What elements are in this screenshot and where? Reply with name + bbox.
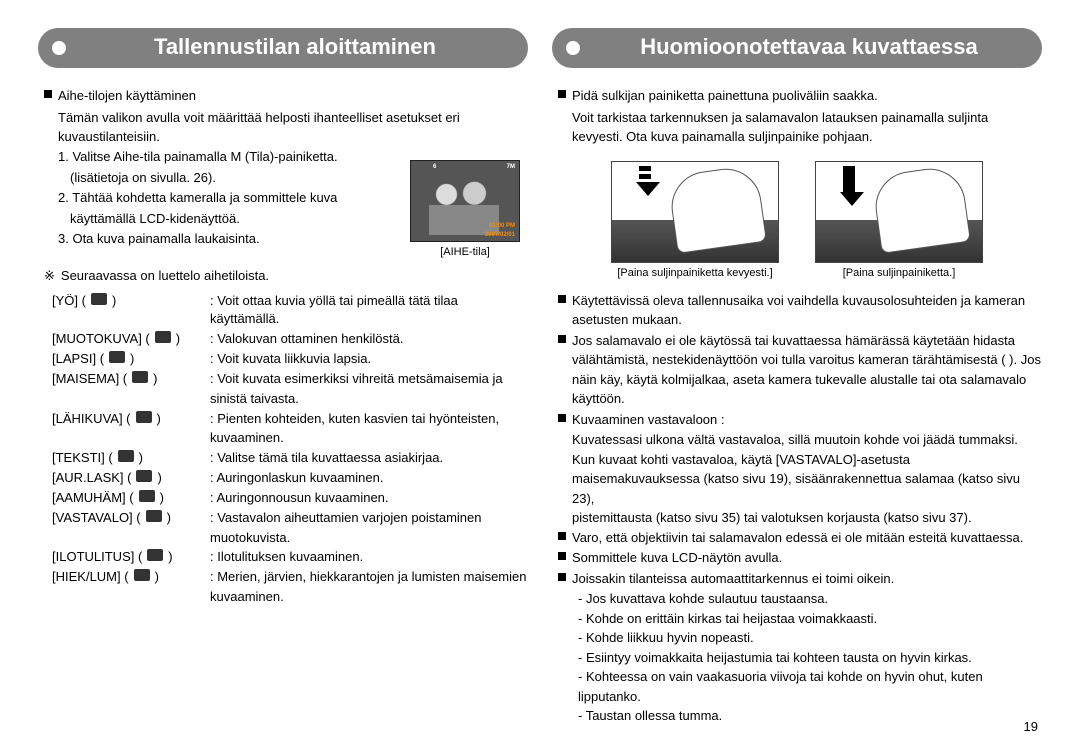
scene-desc: : Merien, järvien, hiekkarantojen ja lum… (210, 568, 528, 587)
scene-mode-icon (109, 351, 125, 363)
scene-desc: : Voit kuvata esimerkiksi vihreitä metsä… (210, 370, 528, 389)
scene-label: [MUOTOKUVA] ( ) (52, 330, 210, 349)
backlight-line-0: Kuvatessasi ulkona vältä vastavaloa, sil… (558, 430, 1042, 450)
scene-row: sinistä taivasta. (52, 390, 528, 409)
af-sub-2: - Kohde liikkuu hyvin nopeasti. (558, 628, 1042, 648)
scene-row: muotokuvista. (52, 529, 528, 548)
lcd-caption: [AIHE-tila] (410, 246, 520, 258)
scene-row: [YÖ] ( ): Voit ottaa kuvia yöllä tai pim… (52, 292, 528, 330)
scene-desc: : Auringonlaskun kuvaaminen. (210, 469, 528, 488)
af-sub-5: - Taustan ollessa tumma. (558, 706, 1042, 726)
scene-desc: : Voit ottaa kuvia yöllä tai pimeällä tä… (210, 292, 528, 330)
scene-mode-icon (136, 470, 152, 482)
af-sub-0: - Jos kuvattava kohde sulautuu taustaans… (558, 589, 1042, 609)
r-bullet-2: Kuvaaminen vastavaloon : (572, 410, 724, 430)
intro-bullet-text: Aihe-tilojen käyttäminen (58, 86, 196, 106)
top-text: Voit tarkistaa tarkennuksen ja salamaval… (558, 108, 1042, 147)
scene-desc: : Vastavalon aiheuttamien varjojen poist… (210, 509, 528, 528)
scene-row: [AAMUHÄM] ( ): Auringonnousun kuvaaminen… (52, 489, 528, 508)
arrow-down-icon (636, 166, 654, 196)
scene-row: [MUOTOKUVA] ( ): Valokuvan ottaminen hen… (52, 330, 528, 349)
bullet-square-icon (558, 552, 566, 560)
bullet-square-icon (558, 573, 566, 581)
af-sub-1: - Kohde on erittäin kirkas tai heijastaa… (558, 609, 1042, 629)
scene-desc: : Ilotulituksen kuvaaminen. (210, 548, 528, 567)
scene-desc: : Voit kuvata liikkuvia lapsia. (210, 350, 528, 369)
scene-desc-cont: muotokuvista. (210, 529, 528, 548)
scene-mode-icon (118, 450, 134, 462)
bullet-square-icon (558, 295, 566, 303)
scene-row: [MAISEMA] ( ): Voit kuvata esimerkiksi v… (52, 370, 528, 389)
scene-desc: : Valokuvan ottaminen henkilöstä. (210, 330, 528, 349)
lcd-time: 01:00 PM (489, 223, 515, 229)
scene-mode-icon (155, 331, 171, 343)
lcd-counter: 6 (433, 164, 436, 170)
bullet-square-icon (44, 90, 52, 98)
scene-row: [LÄHIKUVA] ( ): Pienten kohteiden, kuten… (52, 410, 528, 429)
scene-mode-icon (146, 510, 162, 522)
lcd-preview: 6 7M 01:00 PM 2007/02/01 [AIHE-tila] (410, 160, 520, 258)
scene-mode-icon (147, 549, 163, 561)
reference-mark-icon: ※ (44, 266, 55, 286)
scene-label: [ILOTULITUS] ( ) (52, 548, 210, 567)
scene-label: [TEKSTI] ( ) (52, 449, 210, 468)
scene-label: [HIEK/LUM] ( ) (52, 568, 210, 587)
bullet-square-icon (558, 335, 566, 343)
scene-mode-icon (132, 371, 148, 383)
scene-table: [YÖ] ( ): Voit ottaa kuvia yöllä tai pim… (38, 292, 528, 608)
scene-desc: : Valitse tämä tila kuvattaessa asiakirj… (210, 449, 528, 468)
arrow-down-icon (840, 166, 858, 206)
bullet-square-icon (558, 90, 566, 98)
shutter-figure-half: [Paina suljinpainiketta kevyesti.] (611, 161, 779, 279)
backlight-line-3: pistemittausta (katso sivu 35) tai valot… (558, 508, 1042, 528)
backlight-line-1: Kun kuvaat kohti vastavaloa, käytä [VAST… (558, 450, 1042, 470)
lcd-date: 2007/02/01 (485, 232, 515, 238)
scene-desc-cont: kuvaaminen. (210, 588, 528, 607)
scene-desc-cont: kuvaaminen. (210, 429, 528, 448)
scene-row: kuvaaminen. (52, 429, 528, 448)
scene-row: [VASTAVALO] ( ): Vastavalon aiheuttamien… (52, 509, 528, 528)
af-sub-3: - Esiintyy voimakkaita heijastumia tai k… (558, 648, 1042, 668)
right-section-title: Huomioonotettavaa kuvattaessa (552, 28, 1042, 68)
scene-label: [LÄHIKUVA] ( ) (52, 410, 210, 429)
right-bullet-list: Käytettävissä oleva tallennusaika voi va… (552, 291, 1042, 726)
af-sub-4: - Kohteessa on vain vaakasuoria viivoja … (558, 667, 1042, 706)
scene-desc: : Pienten kohteiden, kuten kasvien tai h… (210, 410, 528, 429)
scene-label: [AAMUHÄM] ( ) (52, 489, 210, 508)
scene-label: [LAPSI] ( ) (52, 350, 210, 369)
scene-mode-icon (136, 411, 152, 423)
r-bullet-4: Sommittele kuva LCD-näytön avulla. (572, 548, 782, 568)
scene-row: [ILOTULITUS] ( ): Ilotulituksen kuvaamin… (52, 548, 528, 567)
scene-row: [HIEK/LUM] ( ): Merien, järvien, hiekkar… (52, 568, 528, 587)
scene-mode-icon (91, 293, 107, 305)
scene-label: [YÖ] ( ) (52, 292, 210, 330)
left-section-title: Tallennustilan aloittaminen (38, 28, 528, 68)
scene-label: [AUR.LASK] ( ) (52, 469, 210, 488)
scene-label: [MAISEMA] ( ) (52, 370, 210, 389)
scene-mode-icon (134, 569, 150, 581)
page-number: 19 (1024, 719, 1038, 734)
r-bullet-3: Varo, että objektiivin tai salamavalon e… (572, 528, 1023, 548)
r-bullet-0: Käytettävissä oleva tallennusaika voi va… (572, 291, 1042, 330)
scene-row: kuvaaminen. (52, 588, 528, 607)
r-bullet-1: Jos salamavalo ei ole käytössä tai kuvat… (572, 331, 1042, 409)
scene-intro: Seuraavassa on luettelo aihetiloista. (61, 266, 269, 286)
r-bullet-5: Joissakin tilanteissa automaattitarkennu… (572, 569, 894, 589)
backlight-line-2: maisemakuvauksessa (katso sivu 19), sisä… (558, 469, 1042, 508)
lcd-size: 7M (507, 164, 515, 170)
scene-label: [VASTAVALO] ( ) (52, 509, 210, 528)
scene-row: [AUR.LASK] ( ): Auringonlaskun kuvaamine… (52, 469, 528, 488)
scene-mode-icon (139, 490, 155, 502)
scene-row: [LAPSI] ( ): Voit kuvata liikkuvia lapsi… (52, 350, 528, 369)
scene-row: [TEKSTI] ( ): Valitse tämä tila kuvattae… (52, 449, 528, 468)
scene-desc-cont: sinistä taivasta. (210, 390, 528, 409)
bullet-square-icon (558, 414, 566, 422)
intro-text: Tämän valikon avulla voit määrittää help… (44, 108, 528, 147)
bullet-square-icon (558, 532, 566, 540)
shutter-caption-1: [Paina suljinpainiketta kevyesti.] (611, 267, 779, 279)
scene-desc: : Auringonnousun kuvaaminen. (210, 489, 528, 508)
top-bullet: Pidä sulkijan painiketta painettuna puol… (572, 86, 878, 106)
shutter-caption-2: [Paina suljinpainiketta.] (815, 267, 983, 279)
shutter-figure-full: [Paina suljinpainiketta.] (815, 161, 983, 279)
